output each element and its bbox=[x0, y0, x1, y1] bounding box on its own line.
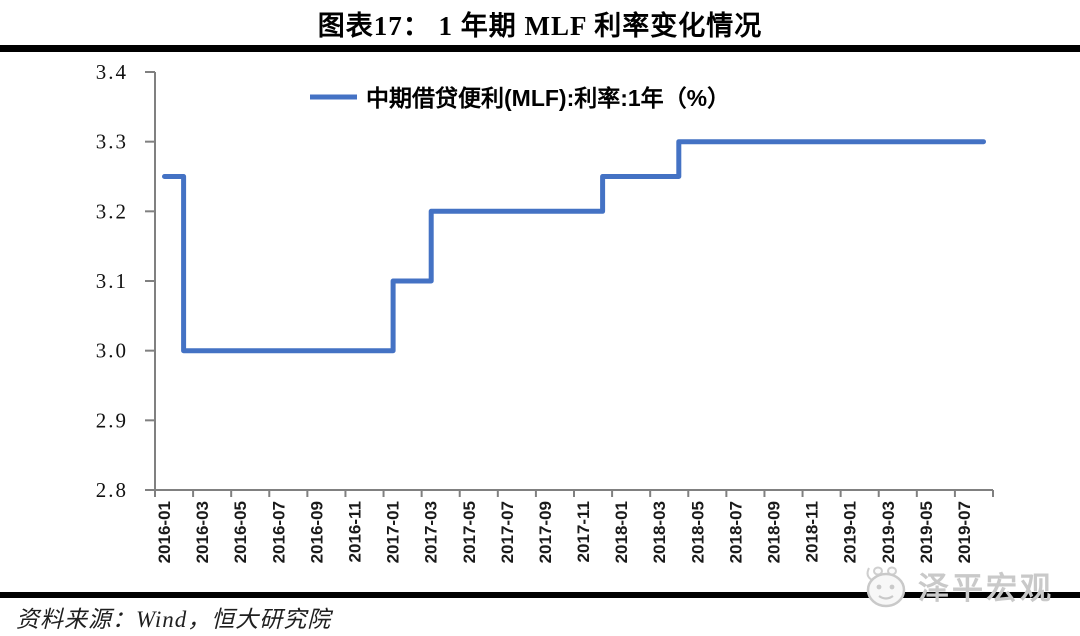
y-tick-label: 3.4 bbox=[96, 60, 128, 84]
x-tick-label: 2017-11 bbox=[574, 501, 593, 562]
x-tick-label: 2016-09 bbox=[307, 501, 326, 563]
x-tick-label: 2016-11 bbox=[345, 501, 364, 562]
x-tick-label: 2017-05 bbox=[460, 501, 479, 563]
y-tick-label: 2.9 bbox=[96, 408, 128, 432]
x-tick-label: 2018-07 bbox=[726, 501, 745, 563]
y-tick-label: 3.1 bbox=[96, 269, 128, 293]
y-tick-label: 3.0 bbox=[96, 339, 128, 363]
x-tick-label: 2017-07 bbox=[498, 501, 517, 563]
x-tick-label: 2016-03 bbox=[193, 501, 212, 563]
watermark-text: 泽平宏观 bbox=[918, 570, 1054, 606]
mlf-rate-chart: 2.82.93.03.13.23.33.4 2016-01 2016-03 2016… bbox=[96, 60, 994, 563]
mlf-rate-step-line bbox=[162, 139, 986, 354]
x-tick-label: 2016-05 bbox=[231, 501, 250, 563]
panda-face-icon bbox=[866, 566, 906, 608]
series-lines bbox=[162, 139, 986, 354]
y-tick-label: 2.8 bbox=[96, 478, 128, 502]
bottom-divider-rule bbox=[0, 592, 1080, 598]
x-tick-label: 2016-01 bbox=[155, 501, 174, 563]
x-tick-label: 2019-05 bbox=[917, 501, 936, 563]
x-tick-label: 2019-07 bbox=[955, 501, 974, 563]
x-tick-label: 2018-03 bbox=[650, 501, 669, 563]
source-note: 资料来源：Wind，恒大研究院 bbox=[16, 607, 332, 632]
x-tick-label: 2019-03 bbox=[879, 501, 898, 563]
legend-label: 中期借贷便利(MLF):利率:1年（%） bbox=[366, 85, 730, 111]
x-tick-label: 2018-11 bbox=[803, 501, 822, 562]
x-tick-label: 2019-01 bbox=[841, 501, 860, 563]
x-tick-label: 2018-01 bbox=[612, 501, 631, 563]
y-tick-label: 3.3 bbox=[96, 130, 128, 154]
x-tick-label: 2017-01 bbox=[384, 501, 403, 563]
x-tick-label: 2016-07 bbox=[269, 501, 288, 563]
x-tick-label: 2018-05 bbox=[688, 501, 707, 563]
chart-title: 图表17： 1 年期 MLF 利率变化情况 bbox=[317, 11, 763, 41]
axes bbox=[145, 71, 994, 497]
top-divider-rule bbox=[0, 45, 1080, 52]
legend: 中期借贷便利(MLF):利率:1年（%） bbox=[310, 85, 730, 111]
watermark: 泽平宏观 bbox=[862, 563, 1054, 613]
y-axis-tick-labels: 2.8 2.9 3.0 3.1 3.2 3.3 3.4 bbox=[96, 60, 128, 502]
x-tick-label: 2017-03 bbox=[422, 501, 441, 563]
x-tick-label: 2018-09 bbox=[764, 501, 783, 563]
x-axis-tick-labels: 2016-01 2016-03 2016-05 2016-07 2016-09 2016-… bbox=[155, 501, 974, 563]
x-tick-label: 2017-09 bbox=[536, 501, 555, 563]
y-tick-label: 3.2 bbox=[96, 199, 128, 223]
